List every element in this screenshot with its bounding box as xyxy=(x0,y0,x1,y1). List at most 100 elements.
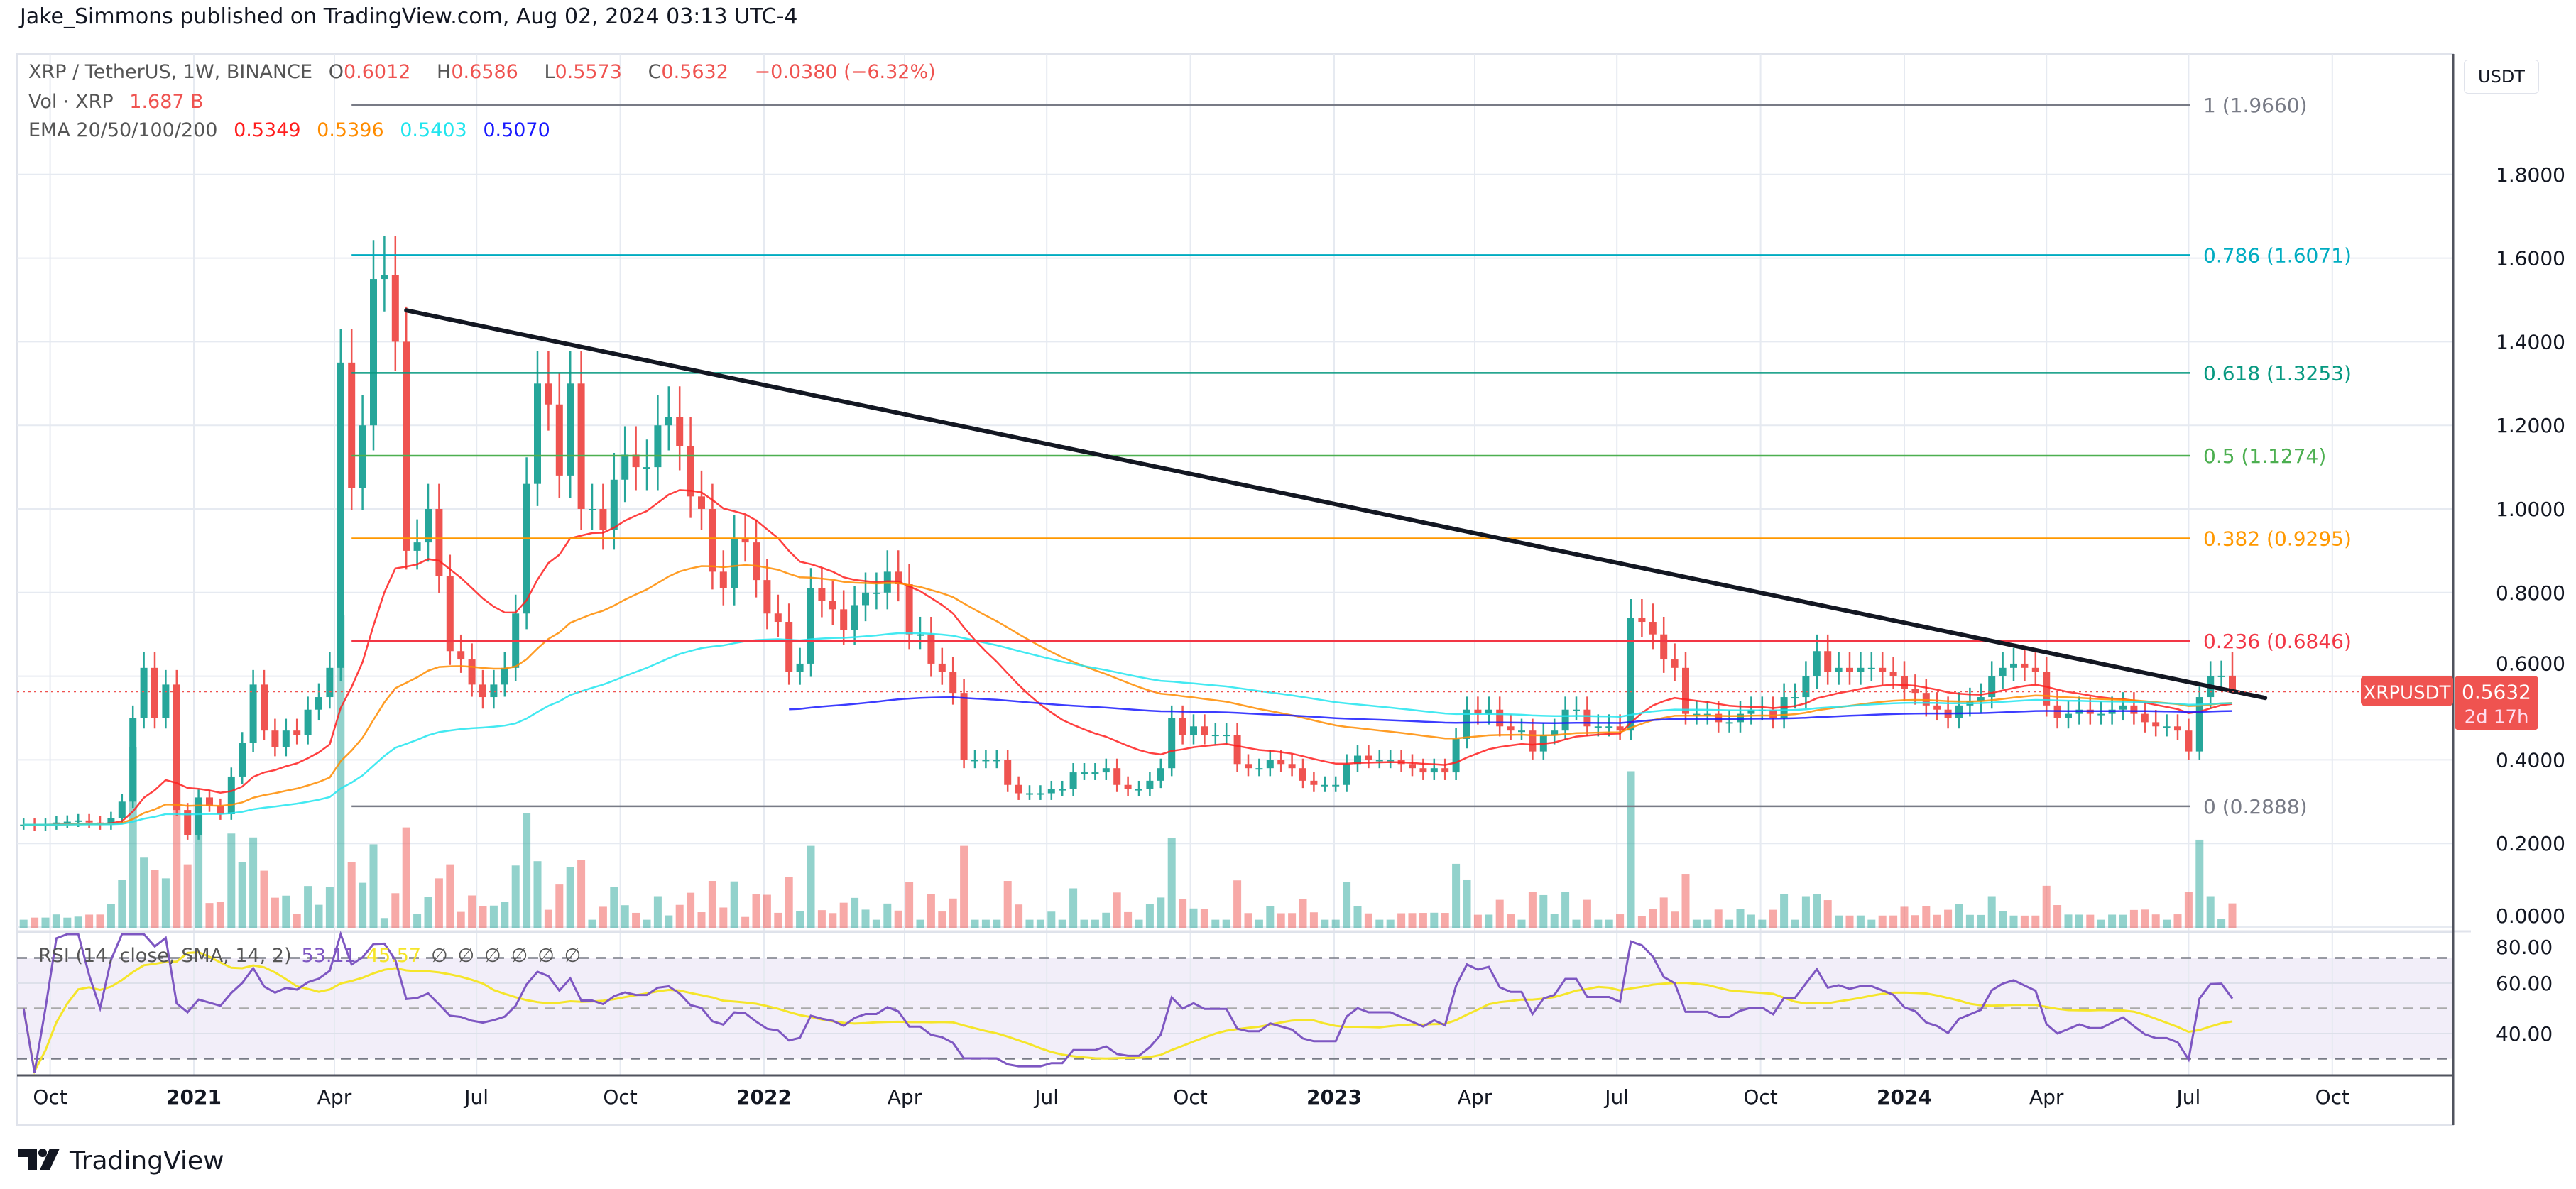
volume-bar xyxy=(533,861,542,928)
publisher-line: Jake_Simmons published on TradingView.co… xyxy=(20,4,798,29)
volume-legend[interactable]: Vol · XRP 1.687 B xyxy=(28,91,214,113)
currency-button[interactable]: USDT xyxy=(2464,60,2539,94)
rsi-empty-value: ∅ xyxy=(511,945,528,967)
volume-bar xyxy=(2129,909,2138,928)
fib-level-label-0.382: 0.382 (0.9295) xyxy=(2203,527,2352,551)
volume-bar xyxy=(2097,919,2105,928)
candle-body xyxy=(589,509,596,510)
candle-body xyxy=(2152,722,2160,727)
candle-body xyxy=(227,776,235,814)
volume-bar xyxy=(960,845,968,928)
candle-body xyxy=(687,446,694,497)
volume-bar xyxy=(1015,904,1023,928)
volume-bar xyxy=(1003,881,1012,928)
candle-body xyxy=(1409,764,1416,769)
volume-bar xyxy=(1113,892,1121,928)
volume-bar xyxy=(2042,885,2051,928)
candle-body xyxy=(610,479,618,530)
volume-bar xyxy=(1801,896,1810,928)
price-tick-label: 0.4000 xyxy=(2496,748,2565,772)
candle-body xyxy=(118,801,126,818)
candle-body xyxy=(1901,676,1908,689)
volume-bar xyxy=(1791,919,1799,928)
candle-body xyxy=(1671,659,1679,668)
candle-body xyxy=(1507,726,1515,731)
volume-bar xyxy=(63,917,72,928)
volume-bar xyxy=(981,919,990,928)
candle-body xyxy=(1791,697,1799,699)
candle-body xyxy=(1682,667,1689,714)
volume-bar xyxy=(369,844,378,928)
volume-bar xyxy=(1124,911,1133,928)
time-tick-label: Jul xyxy=(1603,1085,1629,1109)
ema100-line xyxy=(23,632,2233,826)
ema50-line xyxy=(23,564,2233,826)
candle-body xyxy=(1452,738,1460,773)
rsi-sma-value: 45.57 xyxy=(366,945,421,967)
volume-bar xyxy=(1299,899,1307,928)
candle-body xyxy=(326,667,334,698)
volume-bar xyxy=(785,877,793,928)
volume-bar xyxy=(577,860,586,928)
candle-body xyxy=(206,797,213,806)
ema-label: EMA 20/50/100/200 xyxy=(28,119,218,141)
time-tick-label: Oct xyxy=(1173,1085,1207,1109)
volume-bar xyxy=(74,916,82,928)
volume-bar xyxy=(1255,919,1263,928)
ema-legend[interactable]: EMA 20/50/100/200 0.5349 0.5396 0.5403 0… xyxy=(28,119,560,141)
volume-bar xyxy=(1692,919,1701,928)
symbol-title[interactable]: XRP / TetherUS, 1W, BINANCE xyxy=(28,61,313,83)
candle-body xyxy=(1211,735,1219,737)
tradingview-logo[interactable]: TradingView xyxy=(18,1146,224,1176)
candle-body xyxy=(1299,768,1306,781)
time-tick-label: Jul xyxy=(1033,1085,1059,1109)
volume-bar xyxy=(293,914,301,928)
volume-bar xyxy=(2119,914,2127,928)
volume-bar xyxy=(1900,906,1909,928)
volume-bar xyxy=(2206,896,2215,928)
candle-body xyxy=(435,509,443,576)
candle-body xyxy=(1496,709,1504,727)
symbol-price-tag-label: XRPUSDT xyxy=(2364,682,2451,703)
volume-bar xyxy=(632,912,640,928)
candle-body xyxy=(1277,760,1285,765)
candle-body xyxy=(173,684,180,811)
volume-bar xyxy=(861,909,870,928)
candle-body xyxy=(1583,709,1591,727)
last-price-tag xyxy=(2455,676,2538,730)
candle-body xyxy=(479,684,486,698)
rsi-legend[interactable]: RSI (14, close, SMA, 14, 2) 53.11 45.57 ∅ ∅ ∅… xyxy=(38,945,581,967)
candle-body xyxy=(555,404,563,476)
candle-body xyxy=(949,672,957,694)
candle-body xyxy=(1135,789,1142,791)
volume-bar xyxy=(1353,906,1362,928)
candle-body xyxy=(1594,726,1602,728)
volume-bar xyxy=(1507,914,1515,928)
candle-body xyxy=(1375,760,1383,762)
candle-body xyxy=(63,821,71,823)
candle-body xyxy=(261,684,268,731)
candle-body xyxy=(1627,618,1634,731)
candle-body xyxy=(2185,730,2193,752)
rsi-tick-label: 60.00 xyxy=(2496,972,2553,995)
volume-bar xyxy=(402,827,410,928)
time-tick-label: Apr xyxy=(317,1085,352,1109)
volume-bar xyxy=(1233,880,1242,928)
candle-body xyxy=(577,383,585,509)
candle-body xyxy=(917,634,924,636)
change-value: −0.0380 (−6.32%) xyxy=(754,61,936,83)
volume-bar xyxy=(304,886,312,928)
volume-bar xyxy=(1933,914,1941,928)
bar-countdown: 2d 17h xyxy=(2465,706,2529,728)
candle-body xyxy=(1725,722,1733,724)
volume-bar xyxy=(1922,906,1931,928)
candle-body xyxy=(1190,726,1197,735)
volume-bar xyxy=(1266,906,1275,928)
volume-bar xyxy=(2151,914,2160,928)
volume-bar xyxy=(501,902,509,928)
volume-bar xyxy=(2141,909,2149,928)
volume-bar xyxy=(140,857,148,928)
candle-body xyxy=(753,542,760,581)
volume-bar xyxy=(1211,919,1220,928)
